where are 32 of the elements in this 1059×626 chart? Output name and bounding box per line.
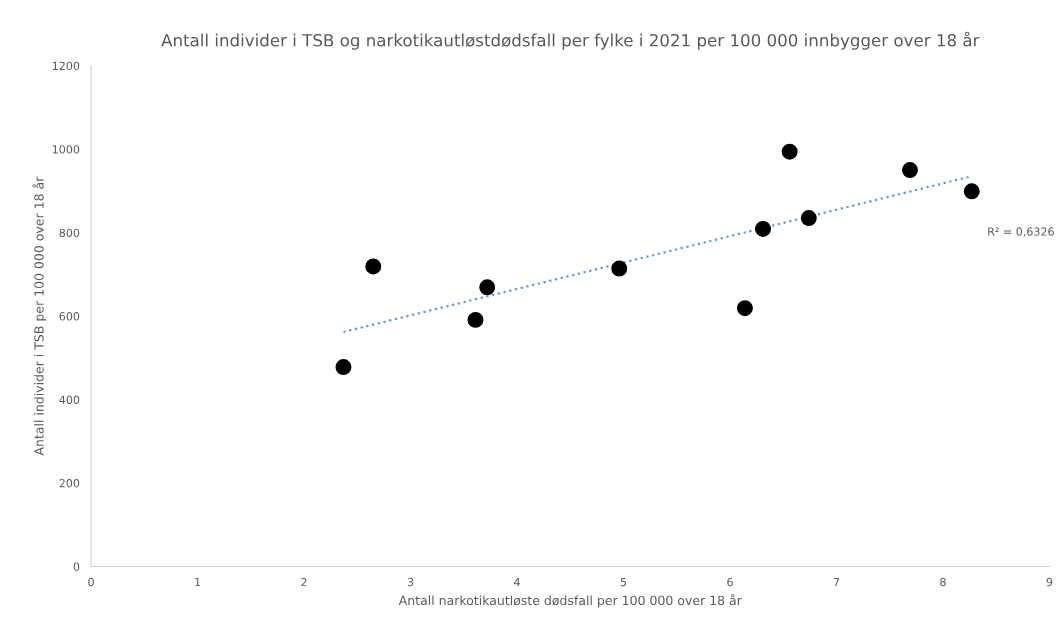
y-tick-label: 800	[59, 228, 80, 238]
point	[335, 359, 352, 376]
x-tick-label: 0	[88, 577, 94, 587]
annotation: R² = 0,6326	[988, 227, 1054, 237]
x-tick-label: 8	[940, 577, 946, 587]
y-axis-title: Antall individer i TSB per 100 000 over 18 år	[32, 176, 47, 456]
point	[755, 220, 771, 237]
x-tick-label: 7	[833, 577, 840, 587]
x-tick-label: 5	[620, 577, 627, 587]
x-tick-label: 3	[407, 577, 414, 587]
x-tick-label: 9	[1046, 577, 1053, 587]
point	[901, 162, 918, 179]
y-tick-label: 600	[59, 312, 80, 321]
x-tick-label: 6	[727, 577, 733, 587]
x-tick-label: 1	[195, 577, 201, 587]
point	[736, 300, 753, 317]
point	[781, 143, 798, 160]
x-axis-title: Antall narkotikautløste dødsfall per 100 000 over 18 år	[398, 593, 742, 608]
x-tick-label: 2	[301, 577, 307, 587]
y-tick-label: 400	[59, 395, 80, 404]
y-tick-label: 1000	[52, 145, 80, 154]
chart-title: Antall individer i TSB og narkotikautløstdødsfall per fylke i 2021 per 100 000 innbygger over 18 år	[161, 31, 980, 50]
point	[365, 258, 382, 275]
point	[467, 311, 484, 328]
y-tick-label: 1200	[52, 61, 80, 71]
y-tick-label: 0	[73, 562, 80, 571]
point	[611, 260, 628, 277]
y-tick-label: 200	[59, 479, 80, 488]
point	[963, 183, 980, 200]
point	[479, 279, 496, 296]
point	[800, 210, 817, 227]
x-tick-label: 4	[514, 577, 520, 587]
